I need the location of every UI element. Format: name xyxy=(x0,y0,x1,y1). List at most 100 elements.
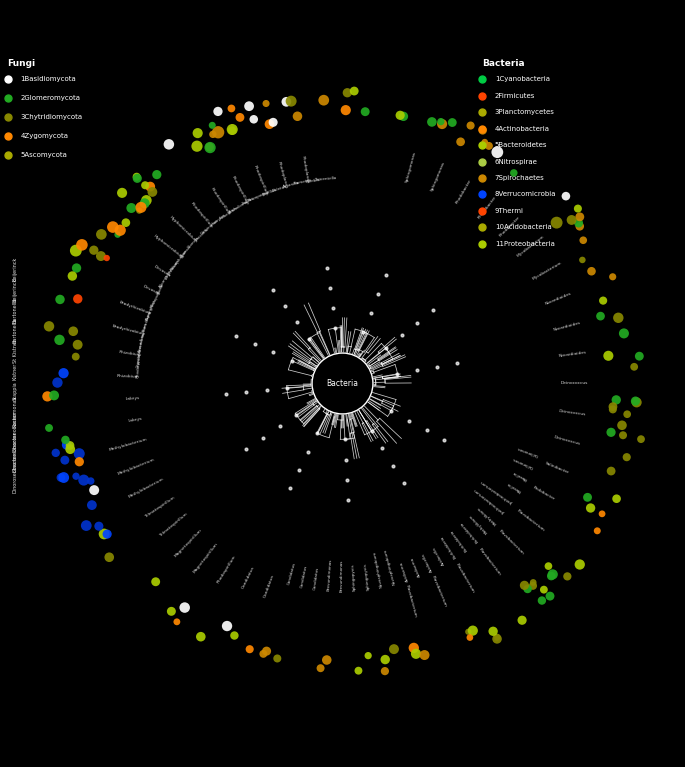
Point xyxy=(44,422,55,434)
Text: Novosphingobium: Novosphingobium xyxy=(373,551,384,588)
Point xyxy=(603,350,614,362)
Point xyxy=(608,400,619,413)
Point xyxy=(258,647,269,660)
Text: 6Nitrospirae: 6Nitrospirae xyxy=(495,159,538,164)
Text: Rhizopogon: Rhizopogon xyxy=(247,189,271,203)
Point xyxy=(195,630,206,643)
Text: Inocybe: Inocybe xyxy=(212,213,227,226)
Point xyxy=(551,216,562,229)
Text: Collimonas: Collimonas xyxy=(512,456,534,469)
Point xyxy=(78,474,89,486)
Text: Brevundimonas: Brevundimonas xyxy=(326,558,332,591)
Text: Methylobacterium: Methylobacterium xyxy=(109,437,148,453)
Point xyxy=(562,570,573,582)
Text: Flavobacterium: Flavobacterium xyxy=(455,563,475,594)
Point xyxy=(566,214,577,226)
Text: Flavobacterium: Flavobacterium xyxy=(430,575,447,607)
Text: Roseomonas: Roseomonas xyxy=(13,396,18,427)
Point xyxy=(613,311,624,324)
Text: Flavobacterium: Flavobacterium xyxy=(405,584,417,617)
Text: Sphingomonas: Sphingomonas xyxy=(430,161,447,192)
Point xyxy=(245,643,256,655)
Point xyxy=(606,426,616,439)
Point xyxy=(139,197,150,209)
Text: Rhizophagus: Rhizophagus xyxy=(169,249,188,272)
Point xyxy=(492,146,503,158)
Point xyxy=(71,351,82,363)
Point xyxy=(86,499,97,512)
Point xyxy=(207,119,218,131)
Point xyxy=(408,642,419,654)
Text: Beijerinck: Beijerinck xyxy=(13,278,18,301)
Text: Mucor: Mucor xyxy=(156,283,165,296)
Text: Suillus: Suillus xyxy=(241,196,255,206)
Point xyxy=(58,367,69,380)
Point xyxy=(340,104,351,117)
Point xyxy=(204,141,215,153)
Point xyxy=(116,186,127,199)
Point xyxy=(585,502,596,514)
Point xyxy=(286,95,297,107)
Point xyxy=(636,433,647,446)
Point xyxy=(595,310,606,322)
Point xyxy=(49,390,60,402)
Text: Glomus: Glomus xyxy=(179,244,192,258)
Text: Rhodospirillum: Rhodospirillum xyxy=(230,175,249,206)
Point xyxy=(96,229,107,241)
Point xyxy=(455,136,466,148)
Text: Magnetospirillum: Magnetospirillum xyxy=(174,528,203,558)
Text: Candidatus: Candidatus xyxy=(287,561,297,585)
Point xyxy=(55,472,66,484)
Point xyxy=(465,120,476,132)
Text: Bartonella: Bartonella xyxy=(13,298,18,323)
Point xyxy=(436,116,447,128)
Point xyxy=(484,140,495,152)
Text: Rhizobium: Rhizobium xyxy=(119,350,142,357)
Point xyxy=(229,630,240,642)
Point xyxy=(634,350,645,362)
Point xyxy=(61,439,72,451)
Point xyxy=(463,626,474,638)
Text: Tricholoma: Tricholoma xyxy=(227,199,249,215)
Point xyxy=(281,96,292,108)
Point xyxy=(573,202,584,215)
Text: Candidatus: Candidatus xyxy=(300,565,308,588)
Point xyxy=(108,221,119,233)
Point xyxy=(226,102,237,114)
Text: Dinoroseobacter: Dinoroseobacter xyxy=(13,432,18,472)
Text: 2Firmicutes: 2Firmicutes xyxy=(495,93,535,98)
Point xyxy=(77,239,88,251)
Point xyxy=(447,117,458,129)
Text: Rhizopus: Rhizopus xyxy=(150,290,161,309)
Text: Sphingomonas: Sphingomonas xyxy=(405,151,416,183)
Text: Kistner: Kistner xyxy=(13,362,18,380)
Text: 3Planctomycetes: 3Planctomycetes xyxy=(495,109,555,115)
Text: Beijerinck: Beijerinck xyxy=(13,257,18,281)
Point xyxy=(492,633,503,645)
Point xyxy=(395,109,406,121)
Point xyxy=(54,334,65,346)
Text: Acidisoma: Acidisoma xyxy=(410,556,422,578)
Text: Labrys: Labrys xyxy=(128,416,143,423)
Text: Brevundimonas: Brevundimonas xyxy=(340,559,344,591)
Text: Methylobacterium: Methylobacterium xyxy=(127,477,164,499)
Point xyxy=(630,395,641,407)
Text: Rhodospirillum: Rhodospirillum xyxy=(216,555,236,584)
Point xyxy=(64,439,75,452)
Point xyxy=(586,265,597,278)
Point xyxy=(164,138,175,150)
Point xyxy=(410,647,421,660)
Text: Fungi: Fungi xyxy=(8,59,36,67)
Text: Acidocella: Acidocella xyxy=(422,551,434,572)
Point xyxy=(379,653,390,666)
Text: Telmatospirillum: Telmatospirillum xyxy=(144,495,175,518)
Point xyxy=(166,605,177,617)
Point xyxy=(379,665,390,677)
Text: Hyphomicrobium: Hyphomicrobium xyxy=(152,234,184,260)
Point xyxy=(112,229,123,241)
Point xyxy=(145,180,155,193)
Point xyxy=(74,448,85,460)
Point xyxy=(353,664,364,676)
Text: Pedobacter: Pedobacter xyxy=(532,486,556,502)
Text: 8Verrucomicrobia: 8Verrucomicrobia xyxy=(495,192,556,197)
